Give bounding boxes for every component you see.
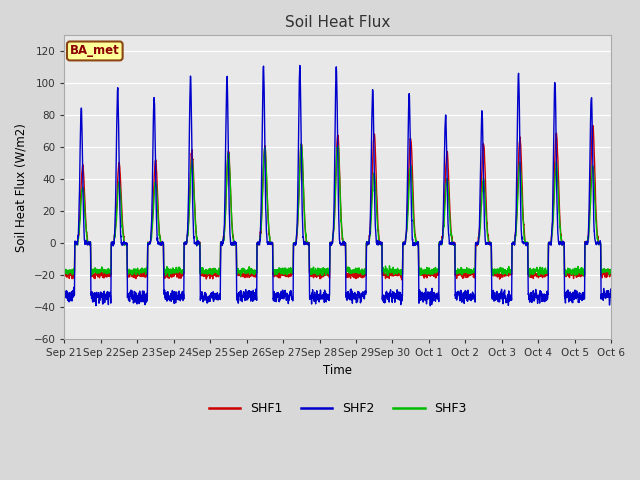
SHF2 <box>426 303 434 309</box>
SHF3 <box>61 267 68 273</box>
SHF3 <box>297 141 305 146</box>
SHF1 <box>460 271 468 276</box>
SHF3 <box>430 265 438 271</box>
SHF2 <box>607 291 614 297</box>
SHF2 <box>159 239 166 245</box>
SHF3 <box>159 240 166 246</box>
Text: BA_met: BA_met <box>70 45 120 58</box>
Line: SHF3: SHF3 <box>65 144 611 276</box>
SHF1 <box>430 273 438 279</box>
SHF2 <box>607 294 615 300</box>
Title: Soil Heat Flux: Soil Heat Flux <box>285 15 390 30</box>
SHF1 <box>607 269 614 275</box>
SHF2 <box>296 62 303 68</box>
X-axis label: Time: Time <box>323 364 352 377</box>
SHF3 <box>165 274 173 279</box>
SHF1 <box>492 272 499 277</box>
SHF3 <box>607 267 614 273</box>
SHF1 <box>607 272 615 277</box>
SHF2 <box>461 298 468 304</box>
SHF1 <box>61 269 68 275</box>
SHF2 <box>430 291 438 297</box>
SHF1 <box>589 123 597 129</box>
Line: SHF2: SHF2 <box>65 65 611 306</box>
Line: SHF1: SHF1 <box>65 126 611 280</box>
SHF3 <box>492 271 499 276</box>
SHF2 <box>317 294 325 300</box>
SHF3 <box>461 267 468 273</box>
SHF3 <box>607 269 615 275</box>
SHF1 <box>398 277 406 283</box>
SHF1 <box>159 241 166 247</box>
SHF3 <box>317 267 325 273</box>
Y-axis label: Soil Heat Flux (W/m2): Soil Heat Flux (W/m2) <box>15 123 28 252</box>
Legend: SHF1, SHF2, SHF3: SHF1, SHF2, SHF3 <box>204 397 472 420</box>
SHF2 <box>492 295 499 301</box>
SHF1 <box>317 274 325 280</box>
SHF2 <box>61 292 68 298</box>
